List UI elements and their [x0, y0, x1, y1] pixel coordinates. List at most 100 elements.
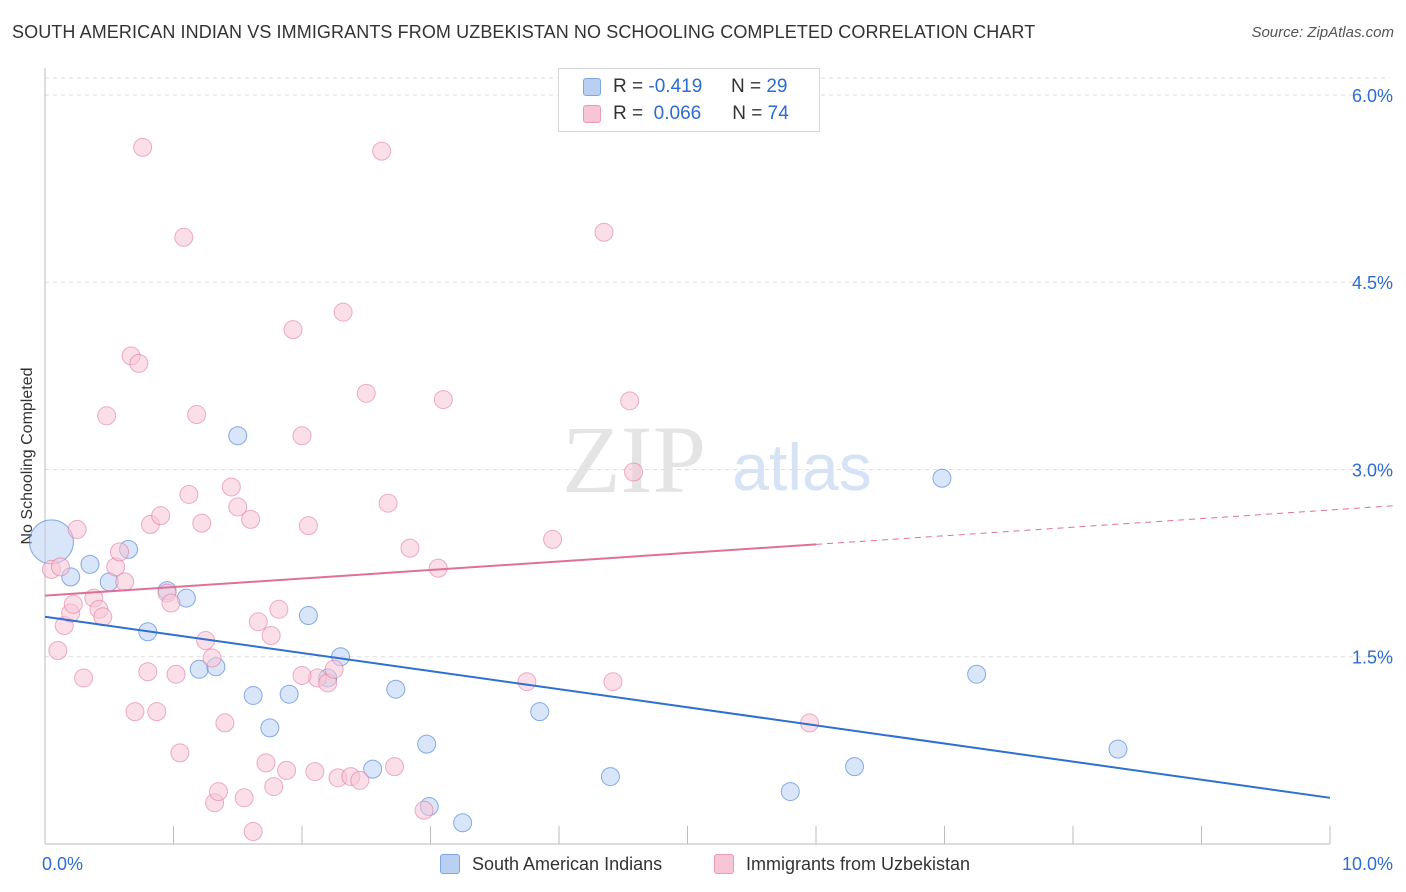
point-immigrants-from-uzbekistan [400, 538, 420, 558]
x-tick-label: 10.0% [1342, 854, 1393, 874]
point-immigrants-from-uzbekistan [324, 659, 344, 679]
correlation-legend: R = -0.419 N = 29 R = 0.066 N = 74 [558, 68, 820, 132]
y-tick-label: 3.0% [1352, 460, 1393, 480]
point-immigrants-from-uzbekistan [63, 594, 83, 614]
point-south-american-indians [260, 718, 280, 738]
point-south-american-indians [453, 813, 473, 833]
point-south-american-indians [417, 734, 437, 754]
point-immigrants-from-uzbekistan [187, 405, 207, 425]
legend-n-value: 29 [766, 76, 788, 97]
point-south-american-indians [80, 554, 100, 574]
point-immigrants-from-uzbekistan [170, 743, 190, 763]
axes [44, 68, 1331, 845]
point-immigrants-from-uzbekistan [215, 713, 235, 733]
point-immigrants-from-uzbekistan [74, 668, 94, 688]
point-south-american-indians [967, 664, 987, 684]
legend-n-label: N = [730, 76, 762, 97]
point-immigrants-from-uzbekistan [208, 782, 228, 802]
legend-n-value: 74 [767, 103, 789, 124]
point-immigrants-from-uzbekistan [264, 777, 284, 797]
legend-r-value: -0.419 [648, 76, 703, 97]
point-immigrants-from-uzbekistan [179, 484, 199, 504]
legend-swatch-blue [583, 78, 601, 96]
point-immigrants-from-uzbekistan [221, 477, 241, 497]
point-immigrants-from-uzbekistan [97, 406, 117, 426]
point-immigrants-from-uzbekistan [133, 137, 153, 157]
point-immigrants-from-uzbekistan [620, 391, 640, 411]
y-tick-label: 1.5% [1352, 648, 1393, 668]
point-immigrants-from-uzbekistan [125, 702, 145, 722]
point-immigrants-from-uzbekistan [166, 664, 186, 684]
point-immigrants-from-uzbekistan [48, 641, 68, 660]
point-south-american-indians [243, 685, 263, 705]
point-immigrants-from-uzbekistan [378, 493, 398, 513]
legend-n-label: N = [732, 103, 763, 124]
point-south-american-indians [845, 757, 865, 777]
y-tick-label: 6.0% [1352, 86, 1393, 106]
point-immigrants-from-uzbekistan [256, 753, 276, 773]
point-immigrants-from-uzbekistan [243, 822, 263, 842]
point-immigrants-from-uzbekistan [517, 672, 537, 692]
point-immigrants-from-uzbekistan [333, 302, 353, 322]
point-immigrants-from-uzbekistan [138, 662, 158, 682]
point-immigrants-from-uzbekistan [151, 506, 171, 526]
regression-line-immigrants-from-uzbekistan-extension [815, 505, 1395, 545]
point-immigrants-from-uzbekistan [603, 672, 623, 692]
point-immigrants-from-uzbekistan [110, 542, 130, 562]
watermark-atlas: atlas [732, 430, 871, 504]
point-south-american-indians [932, 468, 952, 488]
point-immigrants-from-uzbekistan [372, 141, 392, 161]
point-immigrants-from-uzbekistan [192, 513, 212, 533]
point-immigrants-from-uzbekistan [202, 648, 222, 668]
point-immigrants-from-uzbekistan [292, 665, 312, 685]
point-immigrants-from-uzbekistan [115, 572, 135, 592]
point-south-american-indians [228, 426, 248, 446]
point-south-american-indians [1108, 739, 1128, 759]
point-south-american-indians [28, 519, 74, 565]
point-immigrants-from-uzbekistan [161, 593, 181, 613]
grid-lines [45, 77, 1390, 658]
series-legend-south-american-indians: South American Indians [440, 852, 662, 876]
point-immigrants-from-uzbekistan [292, 426, 312, 446]
point-immigrants-from-uzbekistan [356, 383, 376, 403]
legend-r-value: 0.066 [653, 103, 702, 124]
point-immigrants-from-uzbekistan [174, 227, 194, 247]
series-label: South American Indians [472, 853, 663, 874]
tick-labels: 1.5% 3.0% 4.5% 6.0% 0.0% 10.0% [42, 86, 1393, 874]
y-tick-label: 4.5% [1352, 273, 1393, 293]
point-south-american-indians [386, 679, 406, 699]
point-immigrants-from-uzbekistan [248, 612, 268, 632]
point-south-american-indians [279, 684, 299, 704]
series-swatch-blue [440, 854, 460, 874]
point-immigrants-from-uzbekistan [283, 320, 303, 340]
point-immigrants-from-uzbekistan [433, 390, 453, 410]
source-label: Source: ZipAtlas.com [1251, 24, 1394, 41]
x-tick-label: 0.0% [42, 854, 83, 874]
point-immigrants-from-uzbekistan [67, 519, 87, 539]
point-south-american-indians [363, 759, 383, 779]
point-immigrants-from-uzbekistan [385, 757, 405, 777]
series-legend-immigrants-from-uzbekistan: Immigrants from Uzbekistan [714, 852, 970, 876]
legend-r-label: R = [613, 76, 644, 97]
point-south-american-indians [298, 606, 318, 626]
point-immigrants-from-uzbekistan [228, 497, 248, 517]
point-immigrants-from-uzbekistan [624, 462, 644, 482]
point-immigrants-from-uzbekistan [543, 529, 563, 549]
watermark: ZIP atlas [562, 406, 872, 513]
point-immigrants-from-uzbekistan [414, 800, 434, 820]
point-immigrants-from-uzbekistan [594, 222, 614, 242]
legend-row-immigrants-from-uzbekistan: R = 0.066 N = 74 [583, 101, 789, 127]
regression-line-south-american-indians [44, 615, 1331, 799]
legend-r-label: R = [613, 103, 644, 124]
point-south-american-indians [780, 782, 800, 802]
series-label: Immigrants from Uzbekistan [746, 853, 971, 874]
regression-line-immigrants-from-uzbekistan [44, 543, 817, 597]
point-immigrants-from-uzbekistan [129, 353, 149, 373]
point-immigrants-from-uzbekistan [50, 557, 70, 577]
point-immigrants-from-uzbekistan [147, 702, 167, 722]
point-immigrants-from-uzbekistan [261, 626, 281, 646]
point-immigrants-from-uzbekistan [277, 760, 297, 780]
series-swatch-pink [714, 854, 734, 874]
point-immigrants-from-uzbekistan [298, 516, 318, 536]
point-immigrants-from-uzbekistan [350, 770, 370, 790]
